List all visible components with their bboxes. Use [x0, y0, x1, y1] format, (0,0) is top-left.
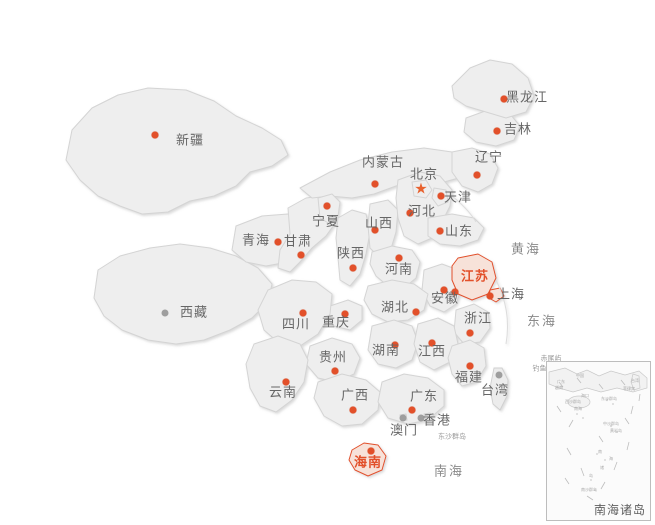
inset-label: 广东	[557, 379, 565, 384]
province-dot[interactable]	[451, 288, 459, 296]
province-ningxia	[317, 193, 341, 225]
province-dot[interactable]	[436, 227, 444, 235]
province-taiwan	[489, 367, 509, 411]
province-hubei	[363, 279, 429, 323]
province-dot[interactable]	[274, 238, 282, 246]
inset-label: 中沙群岛	[603, 421, 619, 426]
province-dot[interactable]	[349, 264, 357, 272]
province-yunnan	[245, 335, 309, 413]
inset-label: 中国	[576, 373, 584, 378]
inset-label: 南海	[574, 406, 582, 411]
coastline-bohai	[451, 195, 477, 223]
province-dot[interactable]	[341, 310, 349, 318]
province-sichuan	[257, 279, 333, 347]
inset-label: 南	[598, 449, 602, 454]
province-heilongjiang	[451, 59, 535, 119]
province-shaanxi	[335, 209, 371, 287]
province-dot[interactable]	[440, 286, 448, 294]
province-hainan	[348, 442, 387, 477]
province-dot[interactable]	[297, 251, 305, 259]
province-dot[interactable]	[349, 406, 357, 414]
province-dot[interactable]	[437, 192, 445, 200]
province-dot[interactable]	[395, 254, 403, 262]
province-shandong	[427, 213, 485, 247]
star-icon: ★	[414, 179, 428, 198]
inset-label: 海口	[581, 393, 589, 398]
coastline-east	[495, 279, 509, 345]
inset-label: 南沙群岛	[581, 487, 597, 492]
province-dot[interactable]	[428, 339, 436, 347]
province-dot[interactable]	[323, 202, 331, 210]
inset-label: 岛	[589, 473, 593, 478]
province-dot[interactable]	[408, 406, 416, 414]
inset-label: 黄岩岛	[610, 428, 622, 433]
province-dot[interactable]	[493, 127, 501, 135]
inset-label: 海	[609, 456, 613, 461]
mainland-group	[65, 59, 535, 477]
province-dot[interactable]	[367, 447, 375, 455]
province-dot[interactable]	[466, 329, 474, 337]
inset-vector-layer	[548, 367, 648, 501]
inset-dashes	[556, 377, 641, 501]
province-liaoning	[451, 147, 499, 193]
province-dot[interactable]	[371, 180, 379, 188]
south-china-sea-inset[interactable]: 中国 越南 广东 台湾 菲律宾 海口 东沙群岛 西沙群岛 南海 中沙群岛 黄岩岛 南沙群岛南海诸岛 南…	[546, 361, 651, 521]
inset-coast-north	[548, 367, 648, 393]
municipality-beijing	[411, 179, 433, 199]
province-inner-mongolia	[299, 147, 471, 199]
province-dot[interactable]	[500, 95, 508, 103]
province-zhejiang	[453, 303, 491, 345]
inset-title: 南海诸岛	[593, 503, 646, 517]
province-xinjiang	[65, 87, 289, 215]
province-guizhou	[305, 337, 361, 383]
province-dot[interactable]	[391, 341, 399, 349]
province-dot[interactable]	[151, 131, 159, 139]
province-dot[interactable]	[473, 171, 481, 179]
inset-island-dots	[576, 398, 618, 491]
inset-label: 菲律宾	[623, 386, 635, 391]
province-dot[interactable]	[495, 371, 503, 379]
province-dot[interactable]	[399, 414, 407, 422]
province-guangxi	[313, 373, 381, 427]
province-dot[interactable]	[282, 378, 290, 386]
province-jiangsu	[451, 253, 497, 301]
province-dot[interactable]	[412, 308, 420, 316]
province-dot[interactable]	[331, 367, 339, 375]
region-hongkong	[423, 412, 433, 422]
province-dot[interactable]	[486, 292, 494, 300]
province-dot[interactable]	[161, 309, 169, 317]
inset-label: 越南	[555, 385, 563, 390]
province-dot[interactable]	[406, 209, 414, 217]
province-dot[interactable]	[417, 414, 425, 422]
inset-label: 西沙群岛	[565, 399, 581, 404]
province-guangdong	[377, 373, 445, 425]
province-dot[interactable]	[466, 362, 474, 370]
inset-hainan	[567, 395, 591, 409]
inset-label: 台湾	[631, 378, 639, 383]
province-dot[interactable]	[299, 309, 307, 317]
province-dot[interactable]	[371, 226, 379, 234]
inset-taiwan	[630, 373, 641, 391]
inset-label: 东沙群岛	[601, 396, 617, 401]
inset-label: 诸	[600, 465, 604, 470]
